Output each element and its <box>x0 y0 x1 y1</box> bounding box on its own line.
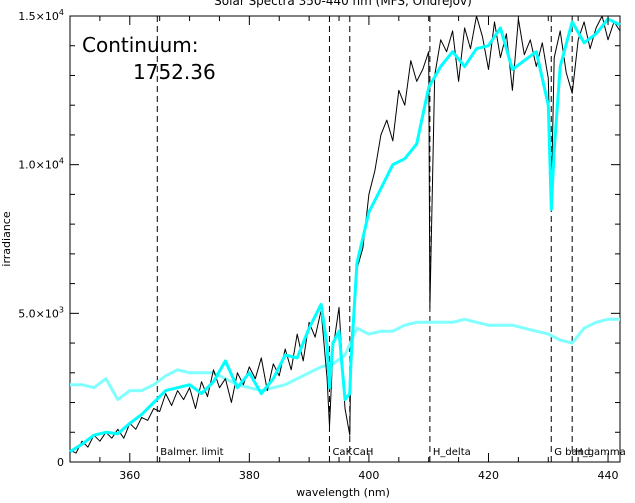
series-line <box>70 317 620 402</box>
reference-line-label: CaH <box>353 447 374 458</box>
plot-frame <box>69 15 621 463</box>
y-axis: 0 5.0×103 1.0×104 1.5×104 <box>18 8 620 469</box>
y-tick-label: 0 <box>57 456 64 469</box>
continuum-label: Continuum: <box>82 33 199 57</box>
chart-title: Solar Spectra 350-440 nm (MFS, Ondrejov) <box>214 0 472 8</box>
x-tick-label: 440 <box>598 469 619 482</box>
y-tick-label: 1.5×104 <box>18 8 64 23</box>
series-line <box>69 17 621 453</box>
x-tick-label: 380 <box>239 469 260 482</box>
reference-line-label: CaK <box>332 447 352 458</box>
y-axis-label: irradiance <box>0 211 13 266</box>
y-tick-label: 5.0×103 <box>18 305 64 320</box>
series-line <box>69 15 621 454</box>
x-tick-label: 400 <box>358 469 379 482</box>
continuum-value: 1752.36 <box>133 60 216 84</box>
reference-line-label: G band <box>554 447 590 458</box>
reference-line-label: Balmer. limit <box>160 447 223 458</box>
series-layer <box>69 15 621 454</box>
reference-line-label: H_delta <box>433 447 471 458</box>
reference-line-label: H_gamma <box>575 447 626 458</box>
y-tick-label: 1.0×104 <box>18 157 64 172</box>
x-tick-label: 420 <box>478 469 499 482</box>
x-axis-label: wavelength (nm) <box>296 486 390 499</box>
x-axis: 360 380 400 420 440 <box>69 16 619 482</box>
x-tick-label: 360 <box>119 469 140 482</box>
